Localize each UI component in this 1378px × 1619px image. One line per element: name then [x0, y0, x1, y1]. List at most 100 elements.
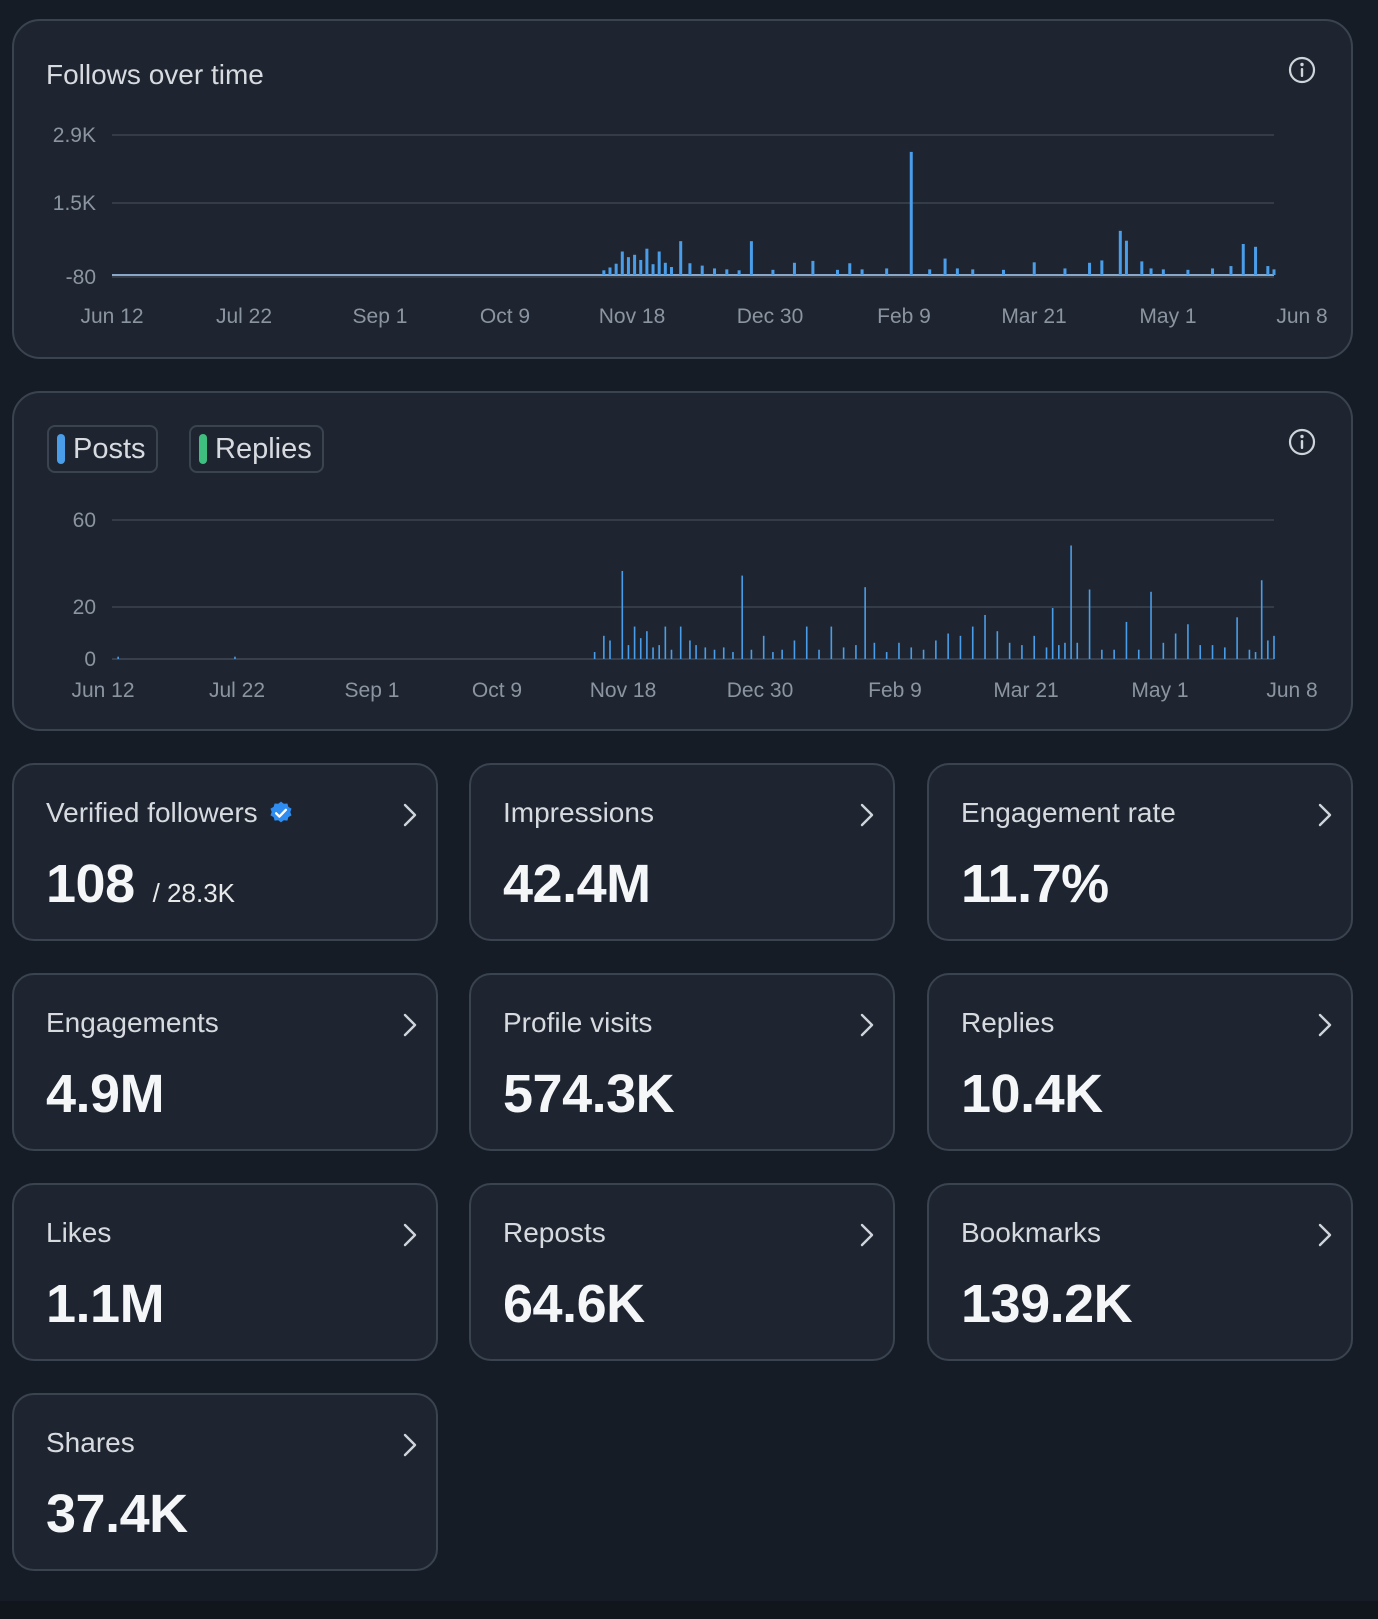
chart-bar	[805, 626, 808, 659]
chart-bar	[1124, 240, 1128, 275]
chevron-right-icon	[1318, 803, 1332, 827]
stat-value: 574.3K	[503, 1064, 675, 1124]
stat-card-replies[interactable]: Replies 10.4K	[927, 973, 1353, 1151]
activity-chart-card: Posts Replies 60 20 0 Jun 12 Jul 22 Sep 1 Oct …	[12, 391, 1353, 731]
x-tick-label: Dec 30	[737, 305, 804, 328]
stat-value: 42.4M	[503, 854, 651, 914]
stat-label: Impressions	[503, 797, 654, 828]
chart-bar	[626, 257, 630, 275]
chart-bar	[234, 656, 236, 659]
chart-bar	[1254, 652, 1257, 659]
stat-card-impressions[interactable]: Impressions 42.4M	[469, 763, 895, 941]
info-icon[interactable]	[1287, 55, 1317, 85]
chart-bar	[639, 638, 642, 659]
x-tick-label: Sep 1	[345, 679, 400, 702]
chart-bar	[1070, 545, 1072, 659]
chevron-right-icon	[860, 1013, 874, 1037]
chart-bar	[1045, 647, 1048, 659]
chart-bar	[909, 151, 913, 275]
chart-bar	[1032, 262, 1036, 275]
chart-bar	[1058, 645, 1060, 659]
chart-bar	[928, 269, 932, 275]
chart-bar	[603, 635, 605, 659]
chart-bar	[639, 259, 643, 275]
x-tick-label: Jul 22	[209, 679, 265, 702]
chart-bar	[688, 263, 692, 275]
chart-bar	[772, 652, 774, 659]
chart-bar	[762, 635, 765, 659]
chart-bar	[614, 263, 618, 275]
verified-badge-icon	[270, 801, 292, 823]
stat-card-shares[interactable]: Shares 37.4K	[12, 1393, 438, 1571]
chart-bar	[898, 642, 900, 659]
legend-posts[interactable]: Posts	[47, 425, 158, 473]
chart-bar	[1241, 243, 1245, 275]
y-tick-label: 60	[73, 509, 96, 532]
y-tick-label: 20	[73, 596, 96, 619]
follows-chart-card: Follows over time 2.9K 1.5K -80 Jun 12 Jul 2…	[12, 19, 1353, 359]
stat-card-reposts[interactable]: Reposts 64.6K	[469, 1183, 895, 1361]
y-tick-label: 0	[84, 648, 96, 671]
chart-bar	[830, 626, 833, 659]
chart-bar	[664, 626, 667, 659]
chart-bar	[1186, 269, 1190, 275]
chart-bar	[593, 652, 596, 659]
stat-card-profile-visits[interactable]: Profile visits 574.3K	[469, 973, 895, 1151]
stat-label: Likes	[46, 1217, 112, 1248]
chart-bar	[1248, 649, 1251, 659]
chart-bar	[713, 649, 716, 659]
chart-bar	[860, 269, 864, 275]
chart-bar	[1174, 633, 1177, 659]
chart-bar	[855, 645, 857, 659]
chart-bar	[732, 652, 734, 659]
chart-bar	[842, 647, 845, 659]
x-tick-label: Feb 9	[868, 679, 922, 702]
chart-bar	[1273, 635, 1275, 659]
chart-bar	[885, 268, 889, 275]
x-tick-label: Mar 21	[1001, 305, 1066, 328]
y-tick-label: 1.5K	[53, 192, 96, 215]
chart-bar	[771, 269, 775, 275]
stat-card-bookmarks[interactable]: Bookmarks 139.2K	[927, 1183, 1353, 1361]
legend-replies-label: Replies	[215, 432, 312, 465]
info-icon[interactable]	[1287, 427, 1317, 457]
chart-bar	[1051, 608, 1054, 659]
stat-value: 4.9M	[46, 1064, 165, 1124]
chart-bar	[955, 268, 959, 275]
stat-label: Replies	[961, 1007, 1055, 1038]
x-tick-label: Jul 22	[216, 305, 272, 328]
legend-replies[interactable]: Replies	[189, 425, 324, 473]
chevron-right-icon	[860, 803, 874, 827]
chart-bar	[652, 647, 654, 659]
chart-bar	[722, 647, 725, 659]
stat-label: Bookmarks	[961, 1217, 1102, 1248]
stat-card-verified-followers[interactable]: Verified followers 108 / 28.3K	[12, 763, 438, 941]
stat-card-likes[interactable]: Likes 1.1M	[12, 1183, 438, 1361]
chart-bar	[117, 656, 119, 659]
chart-bar	[1266, 266, 1270, 275]
chart-bar	[609, 640, 611, 659]
chart-bar	[1100, 260, 1104, 275]
chart-bar	[943, 258, 947, 275]
chart-bar	[704, 647, 707, 659]
chart-bar	[1272, 269, 1276, 275]
stat-card-engagements[interactable]: Engagements 4.9M	[12, 973, 438, 1151]
chart-bar	[646, 631, 648, 659]
stat-label: Verified followers	[46, 797, 258, 828]
follows-chart: 2.9K 1.5K -80 Jun 12 Jul 22 Sep 1 Oct 9 Nov 18 D…	[53, 124, 1328, 328]
chart-bar	[1199, 645, 1202, 659]
y-tick-label: -80	[66, 266, 96, 289]
chart-bar	[1033, 635, 1036, 659]
legend-posts-label: Posts	[73, 432, 146, 465]
chart-bar	[1063, 268, 1067, 275]
x-tick-label: Jun 12	[71, 679, 134, 702]
x-tick-label: May 1	[1139, 305, 1196, 328]
y-tick-label: 2.9K	[53, 124, 96, 147]
chart-bar	[621, 570, 624, 659]
chart-bar	[1236, 617, 1238, 659]
chart-bar	[1140, 261, 1144, 275]
chart-bar	[657, 251, 661, 275]
stat-value: 108	[46, 854, 135, 914]
stat-card-engagement-rate[interactable]: Engagement rate 11.7%	[927, 763, 1353, 941]
chart-bar	[873, 642, 876, 659]
